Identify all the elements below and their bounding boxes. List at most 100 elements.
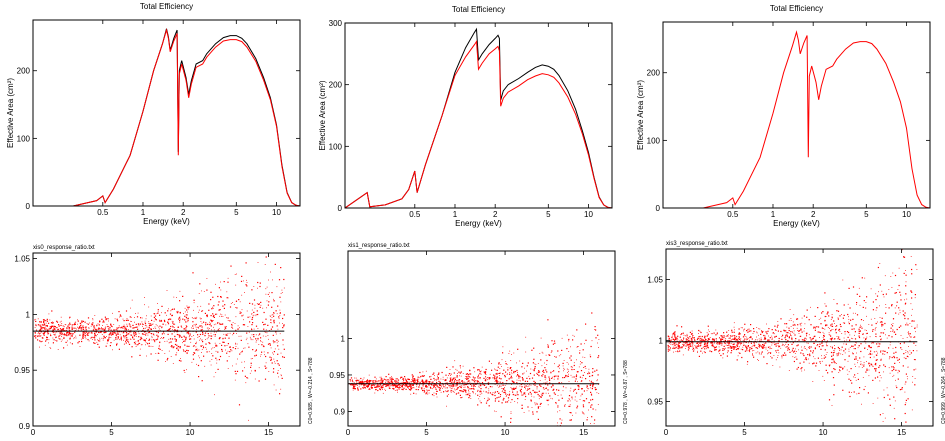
data-point bbox=[689, 344, 690, 345]
data-point bbox=[672, 343, 674, 345]
data-point bbox=[187, 311, 188, 313]
data-point bbox=[844, 333, 846, 335]
data-point bbox=[409, 385, 411, 387]
data-point bbox=[110, 334, 112, 336]
data-point bbox=[378, 380, 380, 382]
data-point bbox=[766, 363, 768, 365]
data-point bbox=[120, 315, 122, 317]
data-point bbox=[231, 323, 233, 326]
data-point bbox=[360, 384, 362, 386]
data-point bbox=[409, 389, 412, 391]
data-point bbox=[179, 300, 181, 302]
data-point bbox=[747, 338, 749, 339]
y-tick-label: 0 bbox=[26, 202, 31, 211]
data-point bbox=[456, 369, 458, 371]
data-point bbox=[670, 342, 672, 344]
data-point bbox=[445, 379, 447, 381]
data-point bbox=[82, 331, 84, 333]
data-point bbox=[194, 325, 196, 327]
data-point bbox=[808, 362, 810, 364]
data-point bbox=[392, 385, 394, 387]
data-point bbox=[255, 334, 257, 336]
data-point bbox=[810, 338, 812, 340]
data-point bbox=[162, 338, 164, 339]
data-point bbox=[53, 325, 55, 327]
data-point bbox=[831, 314, 833, 315]
data-point bbox=[166, 290, 168, 291]
data-point bbox=[274, 341, 276, 343]
data-point bbox=[264, 354, 265, 356]
data-point bbox=[249, 302, 251, 304]
data-point bbox=[98, 346, 100, 348]
data-point bbox=[723, 332, 725, 334]
data-point bbox=[495, 373, 497, 375]
data-point bbox=[678, 342, 680, 344]
data-point bbox=[597, 342, 598, 344]
data-point bbox=[496, 373, 498, 375]
data-point bbox=[69, 338, 71, 340]
data-point bbox=[903, 256, 906, 258]
data-point bbox=[132, 336, 134, 338]
data-point bbox=[773, 355, 775, 356]
data-point bbox=[821, 355, 822, 357]
data-point bbox=[235, 343, 236, 345]
data-point bbox=[871, 342, 872, 344]
y-tick-label: 1 bbox=[341, 335, 346, 344]
data-point bbox=[49, 347, 51, 348]
data-point bbox=[867, 392, 869, 394]
data-point bbox=[760, 353, 762, 355]
data-point bbox=[451, 373, 452, 375]
data-point bbox=[705, 339, 707, 341]
data-point bbox=[848, 378, 850, 380]
data-point bbox=[123, 335, 125, 337]
data-point bbox=[758, 352, 760, 354]
data-point bbox=[840, 366, 842, 368]
data-point bbox=[235, 346, 237, 347]
data-point bbox=[472, 388, 474, 390]
data-point bbox=[560, 422, 562, 424]
data-point bbox=[466, 378, 467, 380]
data-point bbox=[511, 399, 513, 401]
data-point bbox=[529, 372, 532, 375]
data-point bbox=[457, 382, 459, 384]
data-point bbox=[743, 335, 745, 337]
data-point bbox=[464, 386, 466, 388]
data-point bbox=[501, 382, 503, 383]
data-point bbox=[67, 331, 69, 333]
data-point bbox=[92, 318, 94, 319]
data-point bbox=[511, 377, 513, 379]
data-point bbox=[367, 381, 369, 383]
data-point bbox=[269, 343, 271, 345]
data-point bbox=[494, 384, 496, 385]
data-point bbox=[199, 317, 201, 319]
data-point bbox=[570, 355, 572, 357]
data-point bbox=[750, 330, 752, 332]
data-point bbox=[42, 332, 44, 334]
data-point bbox=[826, 313, 828, 315]
data-point bbox=[192, 321, 194, 323]
data-point bbox=[79, 346, 81, 347]
data-point bbox=[229, 351, 231, 353]
data-point bbox=[463, 389, 465, 391]
data-point bbox=[509, 372, 510, 374]
data-point bbox=[720, 354, 722, 357]
data-point bbox=[820, 363, 821, 364]
data-point bbox=[844, 348, 847, 350]
data-point bbox=[386, 382, 388, 384]
data-point bbox=[74, 323, 76, 325]
data-point bbox=[554, 342, 556, 344]
data-point bbox=[167, 357, 169, 360]
data-point bbox=[458, 371, 460, 373]
data-point bbox=[103, 332, 105, 334]
data-point bbox=[711, 345, 713, 347]
data-point bbox=[733, 343, 735, 345]
data-point bbox=[405, 384, 407, 386]
data-point bbox=[839, 366, 840, 368]
data-point bbox=[466, 381, 468, 383]
data-point bbox=[697, 350, 698, 352]
data-point bbox=[574, 396, 576, 398]
data-point bbox=[714, 346, 716, 349]
data-point bbox=[72, 335, 73, 337]
data-point bbox=[206, 348, 207, 350]
data-point bbox=[463, 386, 465, 388]
